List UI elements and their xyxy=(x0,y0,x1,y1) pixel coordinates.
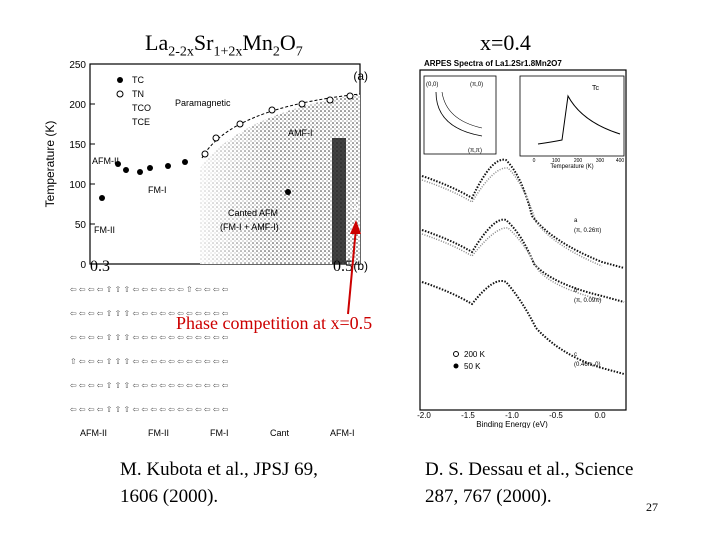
region-fm-i: FM-I xyxy=(148,185,167,195)
region-fm-ii: FM-II xyxy=(94,225,115,235)
ytick-label: 100 xyxy=(69,180,86,191)
annotation-0-5: 0.5 xyxy=(333,258,353,275)
legend-tco: TCO xyxy=(132,103,151,113)
arpes-xtick: -2.0 xyxy=(417,411,431,420)
bz-m: (π,π) xyxy=(468,148,482,154)
trace-a-label: a xyxy=(574,218,578,224)
red-arrow xyxy=(347,220,361,315)
phase-ylabel: Temperature (K) xyxy=(43,121,57,208)
res-xtick: 400 xyxy=(616,158,625,164)
slide-title-left: La2-2xSr1+2xMn2O7 xyxy=(145,30,303,60)
arpes-xtick: -0.5 xyxy=(549,411,563,420)
spin-label: AFM-I xyxy=(330,428,355,438)
bz-inset xyxy=(423,75,497,155)
reference-right-line2: 287, 767 (2000). xyxy=(425,486,552,507)
reference-right: D. S. Dessau et al., Science 287, 767 (2… xyxy=(425,456,633,510)
res-tc: Tc xyxy=(592,85,600,92)
phase-diagram-figure: 250 200 150 100 50 0 Temperature (K) TC … xyxy=(43,60,368,438)
slide-title-right: x=0.4 xyxy=(480,30,531,55)
ytick-label: 0 xyxy=(80,260,86,271)
ce-column xyxy=(332,138,346,264)
reference-left-line2: 1606 (2000). xyxy=(120,486,219,507)
res-xtick: 300 xyxy=(596,158,605,164)
legend-50k: 50 K xyxy=(464,362,481,371)
svg-text:⇦ ⇦ ⇦ ⇦ ⇧ ⇧ ⇧ ⇦ ⇦ ⇦ ⇦ ⇦ ⇦ ⇦ ⇦: ⇦ ⇦ ⇦ ⇦ ⇧ ⇧ ⇧ ⇦ ⇦ ⇦ ⇦ ⇦ ⇦ ⇦ ⇦ ⇦ ⇦ ⇦ xyxy=(70,381,229,390)
annotation-0-3: 0.3 xyxy=(90,258,110,275)
svg-text:⇧ ⇦ ⇦ ⇦ ⇧ ⇧ ⇧ ⇦ ⇦ ⇦ ⇦ ⇦ ⇦ ⇦ ⇦: ⇧ ⇦ ⇦ ⇦ ⇧ ⇧ ⇧ ⇦ ⇦ ⇦ ⇦ ⇦ ⇦ ⇦ ⇦ ⇦ ⇦ ⇦ xyxy=(70,357,229,366)
bz-x: (π,0) xyxy=(470,82,483,88)
legend-tc: TC xyxy=(132,75,144,85)
res-xtick: 200 xyxy=(574,158,583,164)
ytick-label: 250 xyxy=(69,60,86,71)
reference-left-line1: M. Kubota et al., JPSJ 69, xyxy=(120,459,318,480)
arpes-xtick: 0.0 xyxy=(594,411,606,420)
trace-b-label: b xyxy=(574,288,578,294)
res-xtick: 100 xyxy=(552,158,561,164)
res-xlabel: Temperature (K) xyxy=(550,164,593,170)
arpes-xtick: -1.0 xyxy=(505,411,519,420)
phase-competition-label: Phase competition at x=0.5 xyxy=(176,313,373,333)
spin-label: AFM-II xyxy=(80,428,107,438)
legend-tce: TCE xyxy=(132,117,150,127)
trace-b-k: (π, 0.09π) xyxy=(574,298,601,304)
page-number: 27 xyxy=(646,500,658,514)
svg-text:⇦ ⇦ ⇦ ⇦ ⇧ ⇧ ⇧ ⇦ ⇦ ⇦ ⇦ ⇦ ⇦ ⇦ ⇦: ⇦ ⇦ ⇦ ⇦ ⇧ ⇧ ⇧ ⇦ ⇦ ⇦ ⇦ ⇦ ⇦ ⇦ ⇦ ⇦ ⇦ ⇦ xyxy=(70,309,229,318)
reference-right-line1: D. S. Dessau et al., Science xyxy=(425,459,634,480)
svg-text:⇦ ⇦ ⇦ ⇦ ⇧ ⇧ ⇧ ⇦ ⇦ ⇦ ⇦ ⇦ ⇦ ⇦ ⇦: ⇦ ⇦ ⇦ ⇦ ⇧ ⇧ ⇧ ⇦ ⇦ ⇦ ⇦ ⇦ ⇦ ⇦ ⇦ ⇦ ⇦ ⇦ xyxy=(70,333,229,342)
res-xtick: 0 xyxy=(533,158,536,164)
legend-tn: TN xyxy=(132,89,144,99)
trace-c-k: (0.46π, 0) xyxy=(574,362,600,368)
ytick-label: 50 xyxy=(75,220,87,231)
region-canted-mix: (FM-I + AMF-I) xyxy=(220,222,279,232)
region-afm-ii: AFM-II xyxy=(92,156,119,166)
resistivity-inset xyxy=(519,75,625,157)
trace-c-label: c xyxy=(574,352,577,358)
spin-label: FM-II xyxy=(148,428,169,438)
arpes-xtick: -1.5 xyxy=(461,411,475,420)
region-afm-i: AMF-I xyxy=(288,128,313,138)
region-paramagnetic: Paramagnetic xyxy=(175,98,231,108)
spin-label: FM-I xyxy=(210,428,229,438)
arpes-xlabel: Binding Energy (eV) xyxy=(476,420,548,428)
arpes-traces xyxy=(421,158,625,375)
spin-arrows: ⇦ ⇦ ⇦ ⇦ ⇧ ⇧ ⇧ ⇦ ⇦ ⇦ ⇦ ⇦ ⇦ ⇧ ⇦ ⇦ ⇦ ⇦ ⇦ ⇦ … xyxy=(70,285,229,414)
arpes-title: ARPES Spectra of La1.2Sr1.8Mn2O7 xyxy=(424,59,562,68)
legend-200k: 200 K xyxy=(464,350,486,359)
bz-gamma: (0,0) xyxy=(426,82,438,88)
ytick-label: 200 xyxy=(69,100,86,111)
ytick-label: 150 xyxy=(69,140,86,151)
region-canted: Canted AFM xyxy=(228,208,278,218)
region-afm-ce: AMF-I+CE xyxy=(350,197,360,239)
spin-label: Cant xyxy=(270,428,290,438)
svg-text:⇦ ⇦ ⇦ ⇦ ⇧ ⇧ ⇧ ⇦ ⇦ ⇦ ⇦ ⇦ ⇦ ⇦ ⇦: ⇦ ⇦ ⇦ ⇦ ⇧ ⇧ ⇧ ⇦ ⇦ ⇦ ⇦ ⇦ ⇦ ⇦ ⇦ ⇦ ⇦ ⇦ xyxy=(70,405,229,414)
phase-data-points xyxy=(99,92,354,201)
trace-a-k: (π, 0.26π) xyxy=(574,228,601,234)
reference-left: M. Kubota et al., JPSJ 69, 1606 (2000). xyxy=(120,456,318,510)
arpes-figure: ARPES Spectra of La1.2Sr1.8Mn2O7 (0,0) (… xyxy=(417,59,627,428)
svg-text:⇦ ⇦ ⇦ ⇦ ⇧ ⇧ ⇧ ⇦ ⇦ ⇦ ⇦ ⇦ ⇦ ⇧ ⇦: ⇦ ⇦ ⇦ ⇦ ⇧ ⇧ ⇧ ⇦ ⇦ ⇦ ⇦ ⇦ ⇦ ⇧ ⇦ ⇦ ⇦ ⇦ xyxy=(70,285,229,294)
panel-b-label: (b) xyxy=(353,259,368,273)
panel-a-label: (a) xyxy=(353,69,368,83)
